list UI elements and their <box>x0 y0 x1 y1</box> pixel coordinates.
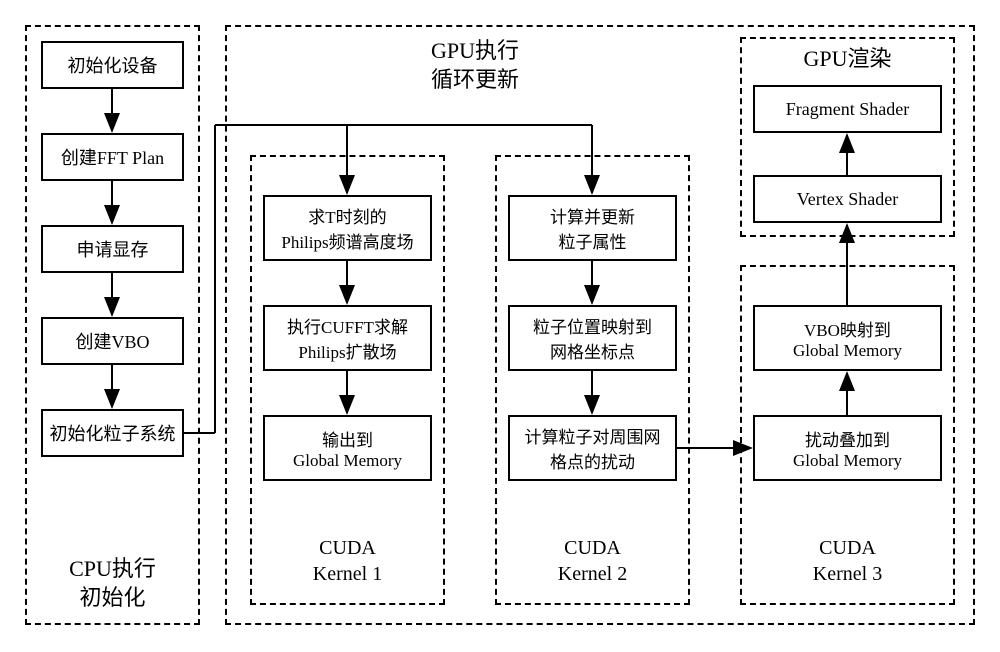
kernel3-label-line2: Kernel 3 <box>813 563 882 585</box>
cpu-box-create-vbo: 创建VBO <box>41 317 184 365</box>
render-box-label: Vertex Shader <box>797 189 898 210</box>
gpu-render-title: GPU渲染 <box>753 45 942 74</box>
kernel1-label-line1: CUDA <box>319 537 376 559</box>
kernel2-box-map-grid: 粒子位置映射到 网格坐标点 <box>508 305 677 371</box>
gpu-exec-title-line2: 循环更新 <box>431 67 519 92</box>
kernel2-box-label: 计算并更新 粒子属性 <box>550 203 635 253</box>
kernel1-label-line2: Kernel 1 <box>313 563 382 585</box>
cpu-box-label: 创建FFT Plan <box>61 144 164 170</box>
cpu-title-line1: CPU执行 <box>69 556 156 581</box>
kernel2-box-label: 计算粒子对周围网 格点的扰动 <box>525 423 661 473</box>
kernel1-box-cufft: 执行CUFFT求解 Philips扩散场 <box>263 305 432 371</box>
render-box-label: Fragment Shader <box>786 99 909 120</box>
cpu-box-label: 申请显存 <box>77 236 149 262</box>
render-box-vertex: Vertex Shader <box>753 175 942 223</box>
kernel3-label-line1: CUDA <box>819 537 876 559</box>
kernel3-box-label: VBO映射到 Global Memory <box>793 316 902 361</box>
render-box-fragment: Fragment Shader <box>753 85 942 133</box>
kernel1-box-label: 输出到 Global Memory <box>293 426 402 471</box>
kernel3-box-vbo-map: VBO映射到 Global Memory <box>753 305 942 371</box>
kernel3-label: CUDA Kernel 3 <box>753 535 942 587</box>
gpu-render-title-text: GPU渲染 <box>803 46 891 71</box>
kernel2-box-perturb: 计算粒子对周围网 格点的扰动 <box>508 415 677 481</box>
cpu-box-init-particles: 初始化粒子系统 <box>41 409 184 457</box>
cpu-title: CPU执行 初始化 <box>41 555 184 612</box>
kernel1-label: CUDA Kernel 1 <box>263 535 432 587</box>
kernel3-box-label: 扰动叠加到 Global Memory <box>793 426 902 471</box>
kernel2-label: CUDA Kernel 2 <box>508 535 677 587</box>
cpu-box-label: 初始化设备 <box>68 52 158 78</box>
kernel2-box-label: 粒子位置映射到 网格坐标点 <box>533 313 652 363</box>
kernel3-box-perturb-add: 扰动叠加到 Global Memory <box>753 415 942 481</box>
cpu-box-label: 初始化粒子系统 <box>50 420 176 446</box>
kernel2-label-line2: Kernel 2 <box>558 563 627 585</box>
kernel1-box-output: 输出到 Global Memory <box>263 415 432 481</box>
cpu-title-line2: 初始化 <box>79 585 145 610</box>
cpu-box-label: 创建VBO <box>75 328 149 354</box>
gpu-exec-title: GPU执行 循环更新 <box>365 37 585 94</box>
gpu-exec-title-line1: GPU执行 <box>431 38 519 63</box>
kernel1-box-label: 求T时刻的 Philips频谱高度场 <box>281 203 413 253</box>
cpu-box-init-device: 初始化设备 <box>41 41 184 89</box>
kernel2-box-update-attr: 计算并更新 粒子属性 <box>508 195 677 261</box>
cpu-box-alloc-mem: 申请显存 <box>41 225 184 273</box>
cpu-box-fft-plan: 创建FFT Plan <box>41 133 184 181</box>
kernel1-box-philips-height: 求T时刻的 Philips频谱高度场 <box>263 195 432 261</box>
kernel1-box-label: 执行CUFFT求解 Philips扩散场 <box>287 313 408 363</box>
kernel2-label-line1: CUDA <box>564 537 621 559</box>
flowchart-diagram: 初始化设备 创建FFT Plan 申请显存 创建VBO 初始化粒子系统 CPU执… <box>15 15 985 637</box>
